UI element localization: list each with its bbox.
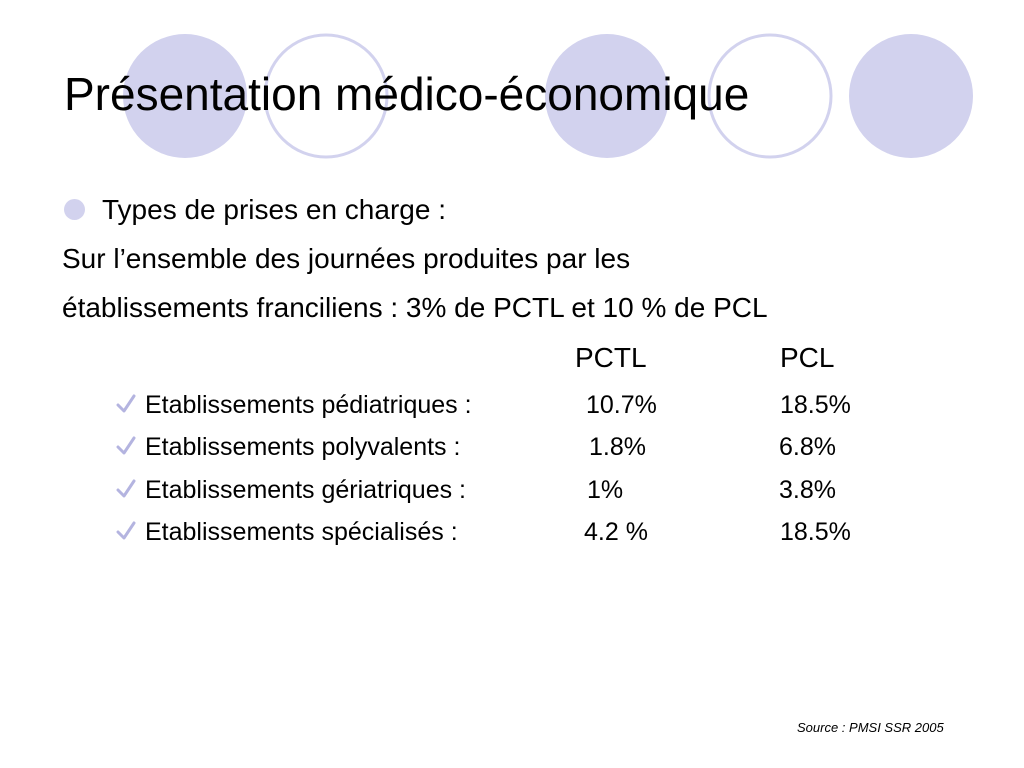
circle-outline-1 [263, 33, 389, 159]
checkmark-icon [116, 394, 136, 413]
source-note: Source : PMSI SSR 2005 [797, 720, 944, 735]
row-value-pctl: 1% [587, 476, 624, 504]
circle-filled-2 [545, 34, 669, 158]
body-line-1: Sur l’ensemble des journées produites pa… [62, 243, 631, 274]
slide-title: Présentation médico-économique [64, 68, 750, 120]
row-value-pctl: 10.7% [586, 391, 657, 419]
row-value-pcl: 6.8% [779, 433, 836, 461]
row-value-pctl: 4.2 % [584, 518, 648, 546]
row-label: Etablissements polyvalents : [145, 433, 461, 461]
circle-filled-3 [849, 34, 973, 158]
circle-bullet-icon [64, 199, 85, 220]
row-value-pctl: 1.8% [589, 433, 646, 461]
body-line-2: établissements franciliens : 3% de PCTL … [62, 292, 768, 323]
row-label: Etablissements pédiatriques : [145, 391, 472, 419]
row-value-pcl: 3.8% [779, 476, 836, 504]
row-value-pcl: 18.5% [780, 391, 851, 419]
checkmark-icon [116, 436, 136, 455]
checkmark-icon [116, 479, 136, 498]
column-header-pctl: PCTL [575, 342, 647, 373]
checkmark-icon [116, 521, 136, 540]
column-header-pcl: PCL [780, 342, 835, 373]
row-label: Etablissements gériatriques : [145, 476, 466, 504]
row-value-pcl: 18.5% [780, 518, 851, 546]
circle-filled-1 [123, 34, 247, 158]
circle-outline-2 [707, 33, 833, 159]
bullet-text: Types de prises en charge : [102, 194, 446, 225]
row-label: Etablissements spécialisés : [145, 518, 458, 546]
